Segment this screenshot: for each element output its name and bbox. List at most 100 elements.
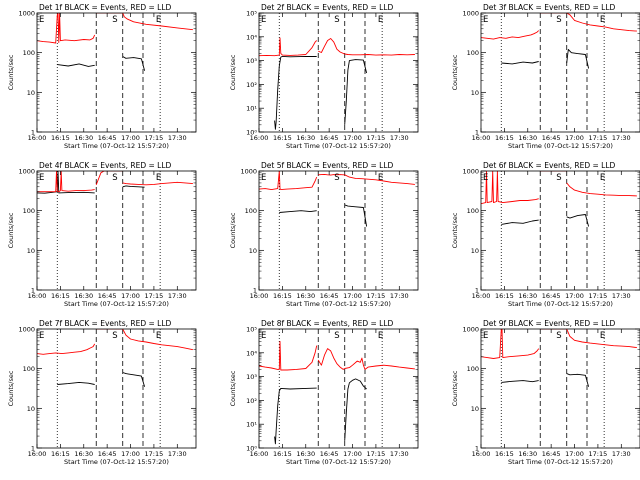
- y-tick-label: 1000: [462, 326, 479, 334]
- y-tick-label: 10¹: [246, 421, 257, 429]
- lld-series-line: [481, 30, 540, 40]
- events-series-line: [279, 210, 317, 213]
- events-series-line: [566, 49, 590, 69]
- x-tick-label: 17:00: [121, 450, 140, 458]
- x-tick-label: 17:15: [367, 292, 386, 300]
- x-tick-label: 17:30: [612, 450, 631, 458]
- reference-lines: [56, 329, 161, 448]
- y-tick-label: 1000: [462, 10, 479, 18]
- plot-frame: [258, 328, 419, 449]
- reference-lines: [278, 329, 383, 448]
- x-axis-label: Start Time (07-Oct-12 15:57:20): [286, 458, 391, 466]
- x-tick-label: 17:00: [121, 134, 140, 142]
- lld-series-line: [122, 13, 193, 31]
- x-tick-label: 16:45: [98, 292, 117, 300]
- chart-panel: Det 3f BLACK = Events, RED = LLD Counts/s…: [451, 3, 640, 150]
- panel-title: Det 2f BLACK = Events, RED = LLD: [261, 3, 394, 12]
- reference-lines: [278, 13, 383, 132]
- x-tick-label: 17:00: [343, 450, 362, 458]
- x-tick-label: 17:00: [343, 292, 362, 300]
- y-tick-label: 10²: [246, 397, 257, 405]
- y-axis-label: Counts/sec: [7, 54, 15, 90]
- x-axis-label: Start Time (07-Oct-12 15:57:20): [508, 458, 613, 466]
- y-tick-label: 10⁴: [246, 33, 257, 41]
- event-marker-label: E: [600, 331, 605, 341]
- x-tick-label: 16:30: [74, 134, 93, 142]
- event-marker-label: S: [334, 173, 339, 183]
- y-tick-label: 10: [471, 405, 479, 413]
- y-tick-label: 100: [467, 365, 479, 373]
- y-tick-label: 10: [27, 405, 35, 413]
- x-tick-label: 17:00: [565, 450, 584, 458]
- x-axis-label: Start Time (07-Oct-12 15:57:20): [508, 300, 613, 308]
- y-tick-label: 10⁵: [246, 326, 257, 334]
- event-marker-label: E: [378, 15, 383, 25]
- x-tick-label: 16:00: [472, 134, 491, 142]
- reference-lines: [500, 171, 605, 290]
- lld-series-line: [259, 37, 318, 57]
- plot-frame: [258, 12, 419, 133]
- x-tick-label: 16:15: [273, 450, 292, 458]
- lld-series-line: [566, 182, 637, 197]
- y-tick-label: 10³: [246, 373, 257, 381]
- x-tick-label: 17:15: [145, 292, 164, 300]
- y-tick-label: 100: [467, 49, 479, 57]
- event-marker-label: E: [39, 15, 44, 25]
- y-axis-label: Counts/sec: [229, 370, 237, 406]
- y-tick-label: 10¹: [246, 105, 257, 113]
- panel-title: Det 8f BLACK = Events, RED = LLD: [261, 319, 394, 328]
- lld-series-line: [259, 171, 318, 191]
- reference-lines: [56, 171, 161, 290]
- x-tick-label: 16:30: [518, 292, 537, 300]
- lld-series-line: [344, 357, 415, 370]
- x-tick-label: 16:30: [74, 292, 93, 300]
- events-series-line: [501, 219, 539, 225]
- event-marker-label: E: [483, 331, 488, 341]
- y-tick-label: 10: [471, 89, 479, 97]
- lld-series-line: [37, 171, 95, 193]
- lld-series-line: [37, 343, 96, 355]
- chart-panel: Det 1f BLACK = Events, RED = LLD Counts/s…: [7, 3, 197, 150]
- x-tick-label: 16:30: [518, 450, 537, 458]
- y-tick-label: 1000: [240, 168, 257, 176]
- series-group: [37, 13, 193, 71]
- event-marker-label: E: [156, 331, 161, 341]
- x-tick-label: 17:30: [390, 450, 409, 458]
- x-axis-label: Start Time (07-Oct-12 15:57:20): [286, 142, 391, 150]
- plot-frame: [258, 170, 419, 291]
- x-tick-label: 17:30: [168, 292, 187, 300]
- x-tick-label: 17:30: [168, 450, 187, 458]
- lld-series-line: [481, 329, 540, 359]
- y-tick-label: 1000: [18, 326, 35, 334]
- x-tick-label: 17:15: [145, 134, 164, 142]
- x-tick-label: 16:00: [28, 292, 47, 300]
- x-tick-label: 17:30: [390, 292, 409, 300]
- panel-title: Det 5f BLACK = Events, RED = LLD: [261, 161, 394, 170]
- panel-title: Det 7f BLACK = Events, RED = LLD: [39, 319, 172, 328]
- x-tick-label: 16:00: [250, 134, 269, 142]
- event-marker-label: S: [556, 173, 561, 183]
- x-tick-label: 16:15: [51, 450, 70, 458]
- x-tick-label: 16:45: [98, 134, 117, 142]
- events-series-line: [501, 61, 539, 65]
- y-tick-label: 100: [23, 365, 35, 373]
- plot-frame: [36, 170, 197, 291]
- x-tick-label: 17:15: [589, 450, 608, 458]
- y-tick-label: 1000: [18, 168, 35, 176]
- reference-lines: [56, 13, 161, 132]
- series-group: [481, 13, 637, 69]
- events-series-line: [274, 55, 317, 130]
- reference-lines: [278, 171, 383, 290]
- x-axis-label: Start Time (07-Oct-12 15:57:20): [64, 142, 169, 150]
- x-axis-label: Start Time (07-Oct-12 15:57:20): [286, 300, 391, 308]
- x-tick-label: 16:00: [250, 450, 269, 458]
- y-tick-label: 1: [475, 129, 479, 137]
- y-axis-label: Counts/sec: [229, 212, 237, 248]
- x-tick-label: 16:30: [518, 134, 537, 142]
- x-tick-label: 16:00: [472, 292, 491, 300]
- y-tick-label: 10⁰: [246, 445, 257, 453]
- plot-frame: [480, 12, 640, 133]
- x-tick-label: 16:00: [472, 450, 491, 458]
- plot-frame: [480, 170, 640, 291]
- reference-lines: [500, 329, 605, 448]
